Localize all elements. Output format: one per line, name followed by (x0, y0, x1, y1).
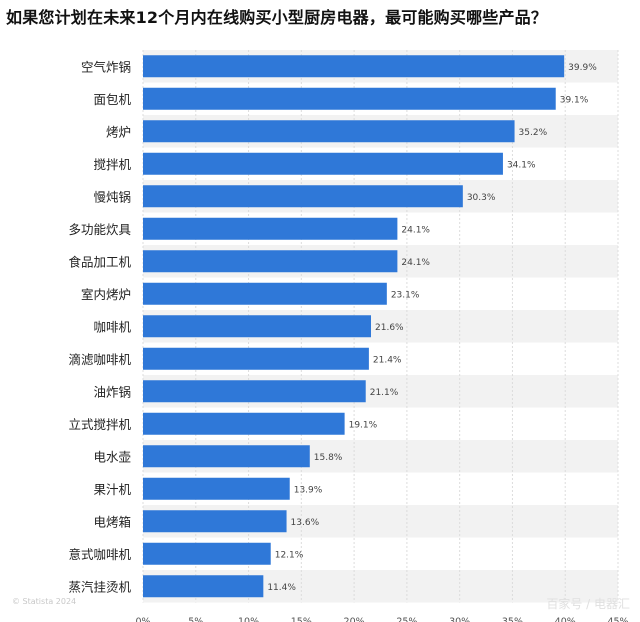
category-label: 面包机 (93, 92, 131, 107)
x-tick-label: 5% (188, 617, 203, 622)
value-label: 39.9% (568, 63, 597, 73)
x-tick-label: 25% (396, 617, 417, 622)
value-label: 11.4% (267, 583, 296, 593)
category-label: 空气炸锅 (81, 59, 131, 74)
category-label: 食品加工机 (68, 254, 131, 269)
category-label: 慢炖锅 (93, 189, 131, 204)
value-label: 19.1% (349, 420, 378, 430)
value-label: 15.8% (314, 453, 343, 463)
x-tick-label: 45% (607, 617, 628, 622)
category-label: 立式搅拌机 (68, 417, 131, 432)
value-label: 21.1% (370, 388, 399, 398)
value-label: 13.9% (294, 485, 323, 495)
bar (143, 477, 290, 500)
value-label: 39.1% (560, 95, 589, 105)
value-label: 24.1% (401, 225, 430, 235)
x-tick-label: 15% (291, 617, 312, 622)
x-tick-label: 35% (502, 617, 523, 622)
category-label: 电烤箱 (93, 514, 131, 529)
value-label: 34.1% (507, 160, 536, 170)
category-label: 多功能炊具 (68, 222, 131, 237)
category-label: 滴滤咖啡机 (68, 352, 131, 367)
bar (143, 87, 556, 110)
value-label: 21.6% (375, 323, 404, 333)
category-label: 电水壶 (93, 449, 131, 464)
x-tick-label: 30% (449, 617, 470, 622)
bar (143, 55, 565, 78)
bar (143, 347, 369, 370)
category-label: 室内烤炉 (81, 287, 131, 302)
value-label: 21.4% (373, 355, 402, 365)
bar (143, 542, 271, 565)
bar (143, 120, 515, 143)
category-label: 蒸汽挂烫机 (68, 579, 131, 594)
bar (143, 250, 398, 273)
value-label: 13.6% (291, 518, 320, 528)
category-label: 烤炉 (106, 124, 131, 139)
bar (143, 380, 366, 403)
category-label: 油炸锅 (93, 384, 131, 399)
value-label: 23.1% (391, 290, 420, 300)
category-label: 果汁机 (93, 482, 131, 497)
bar (143, 217, 398, 240)
source-note: © Statista 2024 (12, 597, 77, 606)
bar (143, 510, 287, 533)
bar (143, 575, 264, 598)
x-tick-label: 10% (238, 617, 259, 622)
x-tick-label: 20% (344, 617, 365, 622)
x-tick-label: 40% (555, 617, 576, 622)
x-tick-label: 0% (135, 617, 150, 622)
bar (143, 445, 310, 468)
value-label: 24.1% (401, 258, 430, 268)
value-label: 30.3% (467, 193, 496, 203)
bar (143, 185, 463, 208)
category-label: 咖啡机 (93, 319, 131, 334)
bar (143, 412, 345, 435)
bar (143, 315, 371, 338)
bar (143, 152, 503, 175)
value-label: 12.1% (275, 550, 304, 560)
value-label: 35.2% (519, 128, 548, 138)
chart-title: 如果您计划在未来12个月内在线购买小型厨房电器，最可能购买哪些产品？ (6, 8, 548, 27)
category-label: 搅拌机 (93, 157, 131, 172)
bar (143, 282, 387, 305)
watermark: 百家号 / 电器汇 (546, 597, 630, 611)
category-label: 意式咖啡机 (68, 547, 131, 562)
